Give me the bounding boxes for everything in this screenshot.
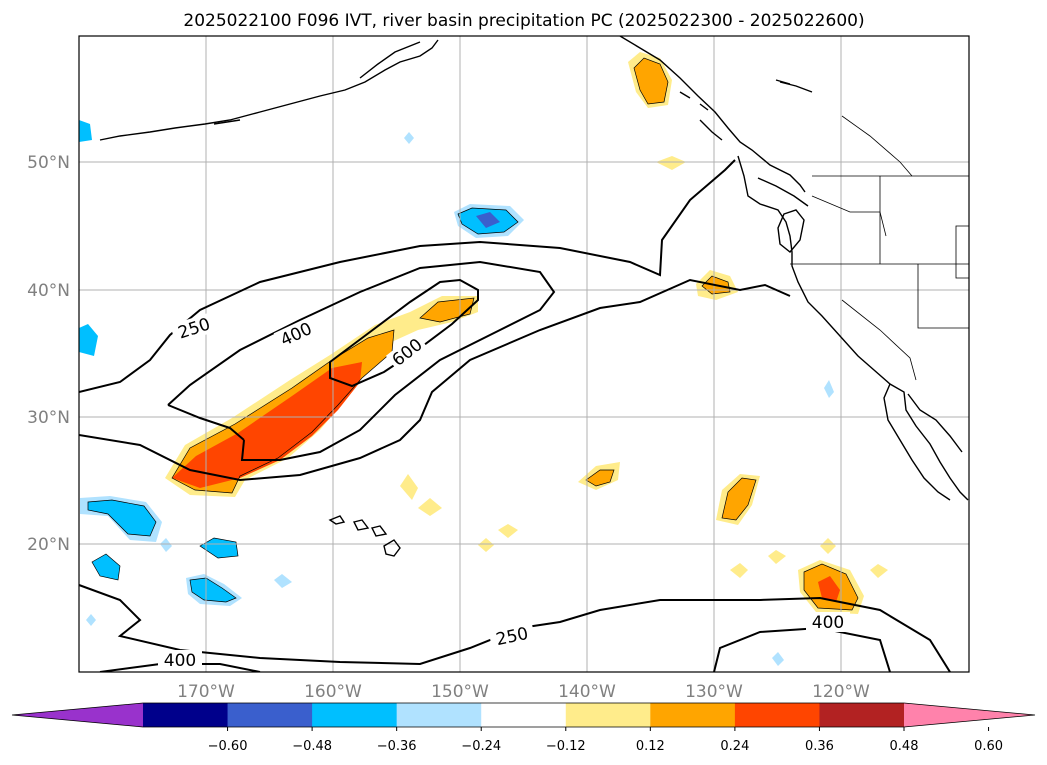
ivt-label-400-east: 400 bbox=[812, 613, 844, 633]
lat-label-20n: 20°N bbox=[27, 535, 70, 555]
colorbar-tick-label: 0.12 bbox=[636, 739, 665, 754]
ivt-400-contour bbox=[167, 260, 556, 461]
precip-alaska-orange bbox=[634, 58, 668, 104]
precip-cell-c-core bbox=[586, 470, 614, 486]
colorbar-tick-label: 0.48 bbox=[890, 739, 919, 754]
longitude-labels: 170°W 160°W 150°W 140°W 130°W 120°W bbox=[177, 682, 870, 702]
lon-label-170w: 170°W bbox=[177, 682, 235, 702]
figure-title: 2025022100 F096 IVT, river basin precipi… bbox=[183, 11, 864, 31]
colorbar-tick-label: 0.24 bbox=[720, 739, 749, 754]
lat-label-30n: 30°N bbox=[27, 408, 70, 428]
colorbar-segment bbox=[143, 703, 229, 727]
colorbar-segment bbox=[819, 703, 905, 727]
us-west-coast bbox=[737, 155, 969, 501]
political-borders bbox=[790, 115, 969, 381]
precip-cell-g-red bbox=[818, 576, 840, 602]
colorbar-segment bbox=[227, 703, 313, 727]
precip-neg-j bbox=[824, 380, 834, 398]
colorbar-tick-label: −0.48 bbox=[292, 739, 332, 754]
precip-negative-fill bbox=[79, 120, 834, 666]
aleutian-coast bbox=[99, 39, 439, 141]
graticule bbox=[79, 36, 969, 672]
colorbar-segment bbox=[565, 703, 651, 727]
vancouver-island bbox=[757, 177, 809, 207]
colorbar-segment bbox=[481, 703, 567, 727]
precip-cell-m bbox=[498, 524, 518, 538]
colorbar-segment bbox=[650, 703, 736, 727]
colorbar: −0.60 −0.48 −0.36 −0.24 −0.12 0.12 0.24 0.36 0.4… bbox=[11, 702, 1036, 754]
precip-neg-a-core bbox=[476, 212, 500, 228]
colorbar-tick-label: 0.36 bbox=[805, 739, 834, 754]
precip-band-red bbox=[172, 362, 362, 488]
precip-cell-i bbox=[730, 563, 748, 578]
latitude-labels: 50°N 40°N 30°N 20°N bbox=[27, 153, 70, 555]
ivt-400-contour-south-east bbox=[713, 626, 891, 672]
colorbar-extend-max bbox=[904, 703, 1035, 727]
precip-neg-d bbox=[92, 554, 120, 580]
lon-label-150w: 150°W bbox=[431, 682, 489, 702]
precip-cell-k bbox=[870, 564, 888, 578]
colorbar-tick-label: −0.60 bbox=[208, 739, 248, 754]
hawaii-coast bbox=[328, 515, 401, 557]
ivt-400-contour-left bbox=[167, 404, 245, 441]
precip-neg-h bbox=[404, 132, 414, 144]
precip-cell-a bbox=[656, 156, 686, 170]
colorbar-segment bbox=[734, 703, 820, 727]
precip-neg-m bbox=[160, 538, 172, 552]
coastlines bbox=[99, 36, 969, 557]
lon-label-130w: 130°W bbox=[685, 682, 743, 702]
colorbar-segment bbox=[396, 703, 482, 727]
lat-label-50n: 50°N bbox=[27, 153, 70, 173]
ivt-contours bbox=[79, 159, 951, 672]
alaska-panhandle-coast bbox=[619, 36, 806, 193]
precip-neg-k bbox=[86, 614, 96, 626]
lon-label-120w: 120°W bbox=[812, 682, 870, 702]
precip-neg-c bbox=[200, 538, 238, 558]
lon-label-140w: 140°W bbox=[558, 682, 616, 702]
colorbar-extend-min bbox=[12, 703, 143, 727]
colorbar-segment bbox=[312, 703, 398, 727]
ivt-250-contour bbox=[79, 159, 736, 393]
baja-coast bbox=[883, 383, 951, 501]
precip-neg-e bbox=[190, 578, 236, 602]
precip-cell-l bbox=[478, 538, 494, 552]
lat-label-40n: 40°N bbox=[27, 281, 70, 301]
precip-cell-e bbox=[400, 474, 418, 500]
ivt-label-400-south: 400 bbox=[164, 651, 196, 671]
lon-label-160w: 160°W bbox=[304, 682, 362, 702]
precip-cell-h bbox=[820, 538, 836, 554]
colorbar-tick-label: −0.24 bbox=[461, 739, 501, 754]
precip-neg-l bbox=[772, 652, 784, 666]
colorbar-tick-label: −0.36 bbox=[377, 739, 417, 754]
colorbar-tick-label: 0.60 bbox=[974, 739, 1003, 754]
precip-cell-f bbox=[418, 498, 442, 516]
precip-neg-b bbox=[88, 500, 156, 536]
map-frame bbox=[78, 35, 970, 673]
precip-cell-d-core bbox=[722, 478, 756, 520]
precip-neg-i bbox=[274, 574, 292, 588]
precip-neg-g bbox=[79, 120, 92, 142]
precip-neg-f bbox=[79, 324, 98, 356]
precip-cell-j bbox=[768, 550, 786, 564]
ivt-600-contour bbox=[329, 278, 479, 388]
ivt-250-contour-lower bbox=[79, 278, 791, 482]
colorbar-tick-label: −0.12 bbox=[546, 739, 586, 754]
